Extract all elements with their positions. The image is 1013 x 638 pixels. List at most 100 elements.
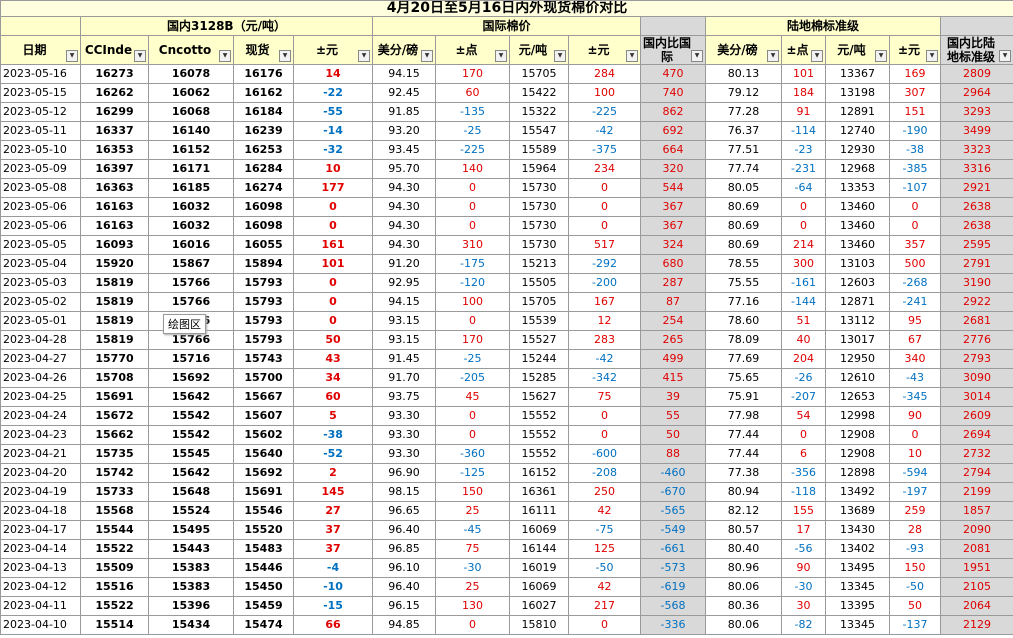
- cell: 75: [435, 539, 510, 559]
- cell: 50: [640, 425, 706, 445]
- cell: 15662: [80, 425, 149, 445]
- filter-button[interactable]: ▼: [926, 50, 938, 62]
- cell: 151: [889, 102, 941, 122]
- data-row: 2023-04-18 15568 15524 15546 27 96.65 25 16111 4…: [0, 501, 1013, 521]
- cell: 94.30: [372, 216, 436, 236]
- cell: 2638: [939, 216, 1013, 236]
- cell: 10: [293, 159, 373, 179]
- cell: 80.69: [705, 216, 782, 236]
- cell: -22: [293, 83, 373, 103]
- cell: 3293: [939, 102, 1013, 122]
- cell: -573: [640, 558, 706, 578]
- cell: 2023-05-12: [0, 102, 81, 122]
- cell: 15705: [509, 64, 569, 84]
- cell: 140: [435, 159, 510, 179]
- cell: 15716: [148, 349, 234, 369]
- data-row: 2023-05-02 15819 15766 15793 0 94.15 100 15705 1…: [0, 292, 1013, 312]
- cell: 67: [889, 330, 941, 350]
- cell: 94.15: [372, 64, 436, 84]
- filter-button[interactable]: ▼: [811, 50, 823, 62]
- data-row: 2023-04-21 15735 15545 15640 -52 93.30 -360 155…: [0, 444, 1013, 464]
- filter-button[interactable]: ▼: [626, 50, 638, 62]
- data-row: 2023-05-06 16163 16032 16098 0 94.30 0 15730 0 36…: [0, 197, 1013, 217]
- filter-button[interactable]: ▼: [767, 50, 779, 62]
- cell: 77.44: [705, 425, 782, 445]
- cell: 15705: [509, 292, 569, 312]
- filter-button[interactable]: ▼: [421, 50, 433, 62]
- cell: 2023-04-14: [0, 539, 81, 559]
- cell: 16152: [509, 463, 569, 483]
- cell: 15545: [148, 444, 234, 464]
- column-header: 现货 ▼: [233, 35, 294, 65]
- filter-button[interactable]: ▼: [495, 50, 507, 62]
- cell: -25: [435, 349, 510, 369]
- cell: 680: [640, 254, 706, 274]
- cell: 16163: [80, 216, 149, 236]
- column-header: ±元 ▼: [889, 35, 941, 65]
- cell: 3323: [939, 140, 1013, 160]
- cell: -661: [640, 539, 706, 559]
- data-row: 2023-05-08 16363 16185 16274 177 94.30 0 15730 0…: [0, 178, 1013, 198]
- cell: 16337: [80, 121, 149, 141]
- cell: -565: [640, 501, 706, 521]
- filter-button[interactable]: ▼: [691, 50, 703, 62]
- column-header: ±点 ▼: [435, 35, 510, 65]
- cell: 0: [435, 311, 510, 331]
- cell: 12908: [825, 444, 890, 464]
- cell: 161: [293, 235, 373, 255]
- cell: -225: [435, 140, 510, 160]
- data-row: 2023-04-26 15708 15692 15700 34 91.70 -205 1528…: [0, 368, 1013, 388]
- cell: 96.10: [372, 558, 436, 578]
- cell: 77.98: [705, 406, 782, 426]
- group-header: 国内3128B（元/吨）: [80, 16, 373, 36]
- cell: 0: [435, 197, 510, 217]
- cell: 13112: [825, 311, 890, 331]
- cell: -135: [435, 102, 510, 122]
- cell: 80.13: [705, 64, 782, 84]
- cell: -200: [568, 273, 641, 293]
- header-text: 美分/磅: [377, 43, 419, 57]
- cell: 13402: [825, 539, 890, 559]
- cell: 544: [640, 178, 706, 198]
- cell: 75.91: [705, 387, 782, 407]
- column-header: 美分/磅 ▼: [372, 35, 436, 65]
- cell: 15766: [148, 273, 234, 293]
- filter-button[interactable]: ▼: [875, 50, 887, 62]
- cell: 16069: [509, 520, 569, 540]
- cell: 2794: [939, 463, 1013, 483]
- filter-button[interactable]: ▼: [999, 50, 1012, 62]
- filter-button[interactable]: ▼: [554, 50, 566, 62]
- cell: -114: [781, 121, 826, 141]
- cell: -10: [293, 577, 373, 597]
- cell: 14: [293, 64, 373, 84]
- cell: 94.85: [372, 615, 436, 635]
- data-row: 2023-04-12 15516 15383 15450 -10 96.40 25 16069…: [0, 577, 1013, 597]
- cell: 13430: [825, 520, 890, 540]
- cell: 91.85: [372, 102, 436, 122]
- sheet-title: 4月20日至5月16日内外现货棉价对比: [0, 0, 1013, 17]
- cell: 13492: [825, 482, 890, 502]
- cell: 2609: [939, 406, 1013, 426]
- filter-button[interactable]: ▼: [66, 50, 78, 62]
- filter-button[interactable]: ▼: [279, 50, 291, 62]
- cell: -50: [889, 577, 941, 597]
- cell: 34: [293, 368, 373, 388]
- cell: 50: [293, 330, 373, 350]
- cell: 15589: [509, 140, 569, 160]
- cell: 0: [568, 615, 641, 635]
- cell: 96.90: [372, 463, 436, 483]
- cell: 15793: [233, 273, 294, 293]
- cell: 12930: [825, 140, 890, 160]
- filter-button[interactable]: ▼: [358, 50, 370, 62]
- cell: 16068: [148, 102, 234, 122]
- cell: 2064: [939, 596, 1013, 616]
- cell: 13395: [825, 596, 890, 616]
- header-text: 现货: [245, 43, 270, 57]
- filter-button[interactable]: ▼: [219, 50, 231, 62]
- cell: 15793: [233, 311, 294, 331]
- cell: 55: [640, 406, 706, 426]
- cell: 16162: [233, 83, 294, 103]
- filter-button[interactable]: ▼: [134, 50, 146, 62]
- cell: 16062: [148, 83, 234, 103]
- cell: 80.96: [705, 558, 782, 578]
